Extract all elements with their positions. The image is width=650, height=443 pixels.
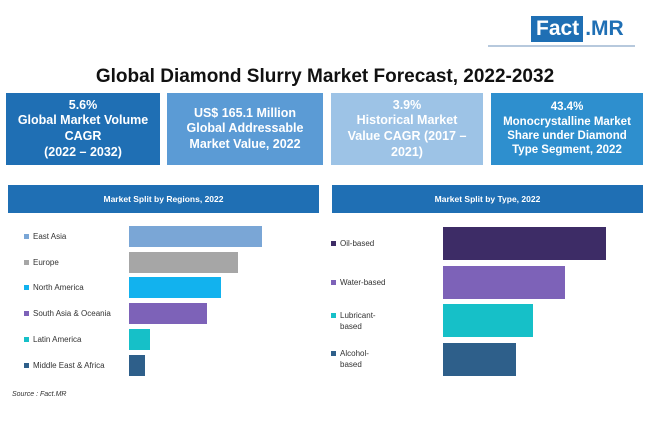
stat-box-market-value: US$ 165.1 Million Global Addressable Mar… bbox=[167, 93, 323, 165]
stat-value: 43.4% bbox=[550, 101, 584, 114]
stat-box-monocrystalline-share: 43.4% Monocrystalline Market Share under… bbox=[491, 93, 643, 165]
region-label: South Asia & Oceania bbox=[33, 309, 111, 319]
stat-label: Share under Diamond bbox=[507, 130, 627, 142]
region-bar bbox=[129, 354, 145, 376]
region-bar bbox=[129, 251, 239, 273]
legend-swatch bbox=[24, 362, 29, 368]
stat-label: Market Value, 2022 bbox=[189, 136, 301, 151]
region-label: East Asia bbox=[33, 232, 67, 241]
stat-label: Monocrystalline Market bbox=[503, 115, 631, 128]
stat-label: 2021) bbox=[391, 144, 423, 159]
type-label-line: based bbox=[340, 360, 362, 369]
legend-swatch bbox=[24, 259, 29, 265]
legend-swatch bbox=[24, 234, 29, 239]
region-legend-item: South Asia & Oceania bbox=[24, 308, 111, 320]
stat-label: Global Addressable bbox=[186, 121, 304, 136]
page-title: Global Diamond Slurry Market Forecast, 2… bbox=[95, 66, 555, 87]
region-bar bbox=[129, 226, 262, 247]
legend-swatch bbox=[331, 312, 336, 318]
source-note: Source : Fact.MR bbox=[12, 391, 67, 398]
stat-value: 5.6% bbox=[68, 97, 98, 112]
legend-swatch bbox=[331, 279, 336, 285]
type-legend-item: Alcohol-based bbox=[331, 348, 369, 370]
stat-label: CAGR bbox=[64, 129, 102, 143]
legend-swatch bbox=[331, 351, 336, 356]
type-label: Oil-based bbox=[340, 238, 374, 249]
legend-swatch bbox=[331, 241, 336, 246]
region-label: North America bbox=[33, 283, 84, 293]
stat-value: US$ 165.1 Million bbox=[193, 105, 297, 120]
region-label: Latin America bbox=[33, 334, 82, 344]
stat-box-historical-cagr: 3.9% Historical Market Value CAGR (2017 … bbox=[331, 93, 483, 165]
region-label: Europe bbox=[33, 257, 59, 267]
region-label: Middle East & Africa bbox=[33, 360, 105, 370]
logo-underline bbox=[488, 45, 635, 47]
type-legend-item: Lubricant-based bbox=[331, 310, 376, 332]
factmr-logo: Fact .MR bbox=[531, 16, 633, 42]
region-bar bbox=[129, 277, 221, 299]
type-label: Water-based bbox=[340, 277, 386, 288]
type-label-line: Oil-based bbox=[340, 239, 375, 248]
region-legend-item: Latin America bbox=[24, 333, 81, 345]
type-label: Lubricant-based bbox=[340, 310, 376, 332]
type-label: Alcohol-based bbox=[340, 348, 369, 370]
type-label-line: Lubricant- bbox=[340, 310, 376, 320]
region-legend-item: East Asia bbox=[24, 231, 66, 243]
type-chart-title: Market Split by Type, 2022 bbox=[332, 185, 643, 213]
region-legend-item: Middle East & Africa bbox=[24, 359, 105, 371]
stat-label: (2022 – 2032) bbox=[44, 144, 122, 159]
type-legend-item: Oil-based bbox=[331, 238, 374, 249]
stat-label: Global Market Volume bbox=[17, 113, 149, 128]
region-legend-item: North America bbox=[24, 282, 84, 294]
legend-swatch bbox=[24, 285, 29, 291]
region-bar bbox=[129, 303, 208, 325]
type-label-line: based bbox=[340, 321, 362, 331]
legend-swatch bbox=[24, 336, 29, 342]
type-bar bbox=[443, 227, 606, 260]
region-legend-item: Europe bbox=[24, 256, 59, 268]
stat-box-volume-cagr: 5.6% Global Market Volume CAGR (2022 – 2… bbox=[6, 93, 160, 165]
type-bar bbox=[443, 304, 533, 337]
stat-label: Value CAGR (2017 – bbox=[347, 129, 467, 143]
logo-fact: Fact bbox=[531, 16, 584, 42]
stat-label: Type Segment, 2022 bbox=[512, 144, 622, 157]
regions-chart-title: Market Split by Regions, 2022 bbox=[8, 185, 319, 213]
type-bar bbox=[443, 265, 566, 299]
region-bar bbox=[129, 328, 151, 350]
type-label-line: Water-based bbox=[340, 277, 386, 287]
type-legend-item: Water-based bbox=[331, 277, 386, 288]
stat-value: 3.9% bbox=[392, 97, 422, 112]
stat-label: Historical Market bbox=[356, 113, 458, 128]
logo-mr: .MR bbox=[583, 16, 624, 42]
legend-swatch bbox=[24, 311, 29, 317]
type-bar bbox=[443, 342, 517, 376]
type-label-line: Alcohol- bbox=[340, 349, 369, 358]
